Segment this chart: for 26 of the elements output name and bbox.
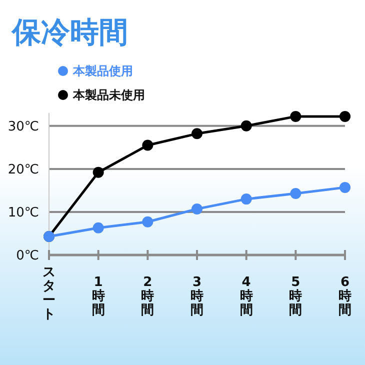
point xyxy=(192,203,202,214)
x-tick-label: 3時間 xyxy=(190,275,204,318)
x-tick-label: 6時間 xyxy=(338,275,352,318)
point xyxy=(290,110,302,122)
point xyxy=(290,188,302,199)
x-tick-label: 5時間 xyxy=(289,275,302,318)
point xyxy=(240,120,252,132)
legend-label: 本製品未使用 xyxy=(72,88,145,102)
point xyxy=(240,194,252,205)
x-tick-label: 1時間 xyxy=(92,275,105,318)
y-tick-label: 30℃ xyxy=(8,119,39,134)
y-tick-label: 10℃ xyxy=(8,206,39,221)
chart-title: 保冷時間 xyxy=(11,15,128,49)
x-tick-label: 2時間 xyxy=(141,275,154,318)
point xyxy=(92,166,104,178)
point xyxy=(142,216,154,228)
x-tick-label: スタート xyxy=(42,265,56,322)
legend-label: 本製品使用 xyxy=(72,64,133,78)
point xyxy=(340,110,350,122)
point xyxy=(142,140,154,151)
y-tick-label: 0℃ xyxy=(16,248,39,264)
y-tick-label: 20℃ xyxy=(8,162,39,178)
point xyxy=(192,128,202,140)
point xyxy=(92,222,104,234)
point xyxy=(340,182,350,193)
x-tick-label: 4時間 xyxy=(240,275,253,318)
